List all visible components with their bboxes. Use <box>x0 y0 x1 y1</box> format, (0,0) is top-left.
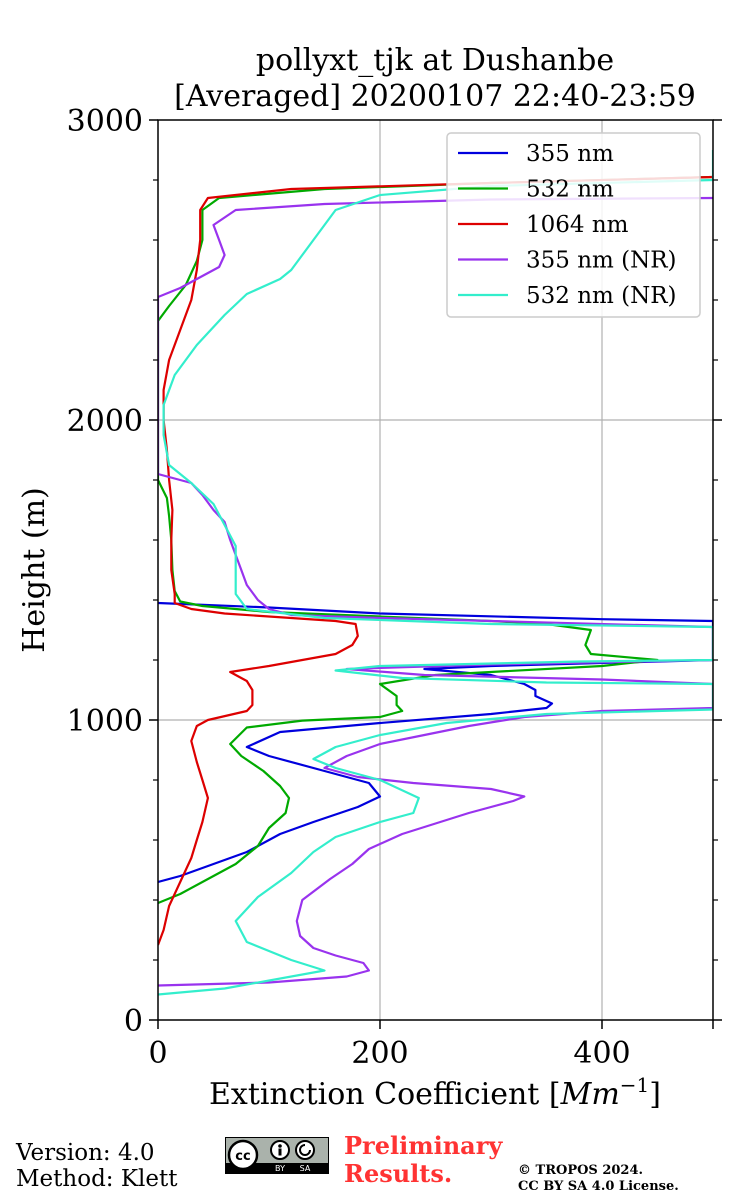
x-tick-label-0: 0 <box>148 1036 167 1071</box>
preliminary-line-1: Preliminary <box>344 1131 503 1160</box>
cc-label: cc <box>235 1149 250 1164</box>
copyright-note: © TROPOS 2024. CC BY SA 4.0 License. <box>518 1163 679 1195</box>
x-tick-label-200: 200 <box>351 1036 408 1071</box>
legend: 355 nm 532 nm 1064 nm 355 nm (NR) 532 nm (NR… <box>446 132 701 318</box>
x-tick-label-400: 400 <box>573 1036 630 1071</box>
chart-title-line-1: pollyxt_tjk at Dushanbe <box>256 43 614 78</box>
series-line-355-nm <box>158 601 713 884</box>
axis-ticks: 0 200 400 0 1000 2000 3000 <box>67 104 722 1071</box>
preliminary-results-note: Preliminary Results. <box>344 1132 502 1188</box>
y-tick-label-1000: 1000 <box>67 704 143 739</box>
plot-frame <box>157 119 714 1021</box>
series-line-1064-nm <box>158 175 713 946</box>
x-axis-label: Extinction Coefficient [Mm−1] <box>209 1073 661 1112</box>
method-text: Method: Klett <box>16 1166 178 1192</box>
y-tick-label-0: 0 <box>124 1004 143 1039</box>
series-lines <box>158 150 713 996</box>
y-axis-label: Height (m) <box>17 487 52 652</box>
legend-label-2: 1064 nm <box>526 212 629 238</box>
series-line-532-nm <box>158 175 713 905</box>
series-line-532-nm-nr <box>158 150 713 996</box>
copyright-line-2: CC BY SA 4.0 License. <box>518 1179 679 1194</box>
legend-label-4: 532 nm (NR) <box>526 283 677 309</box>
series-line-355-nm-nr <box>158 196 713 987</box>
y-tick-label-2000: 2000 <box>67 404 143 439</box>
preliminary-line-2: Results. <box>344 1159 453 1188</box>
y-tick-label-3000: 3000 <box>67 104 143 139</box>
cc-sa-label: SA <box>300 1164 311 1173</box>
legend-frame <box>446 132 701 318</box>
legend-label-3: 355 nm (NR) <box>526 248 677 274</box>
cc-by-sa-icon: cc BY SA <box>225 1137 329 1174</box>
chart-title-line-2: [Averaged] 20200107 22:40-23:59 <box>174 79 696 114</box>
legend-label-1: 532 nm <box>526 177 614 203</box>
copyright-line-1: © TROPOS 2024. <box>518 1163 644 1178</box>
legend-label-0: 355 nm <box>526 141 614 167</box>
cc-by-label: BY <box>275 1164 285 1173</box>
version-text: Version: 4.0 <box>16 1140 155 1166</box>
